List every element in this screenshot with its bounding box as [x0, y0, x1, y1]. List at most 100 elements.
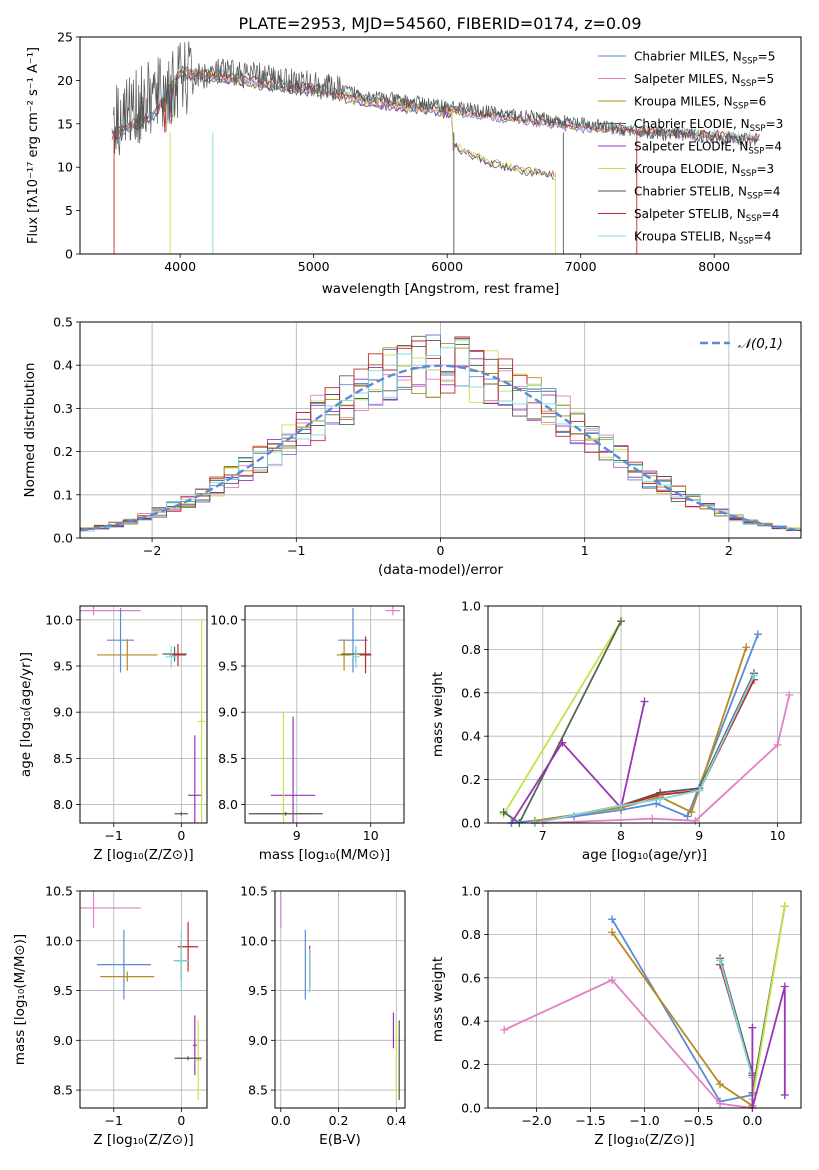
weight_vs_Z-panel: −2.0 −1.5 −1.0 −0.5 0.0 0.0 0.2 0.4 0.6 0.8 1.0 Z […	[430, 884, 802, 1148]
mass_vs_ebv-errorbars	[280, 891, 400, 1101]
y-tick-label: 0.2	[53, 444, 73, 459]
age_vs_mass-panel: 9 10 8.0 8.5 9.0 9.5 10.0 mass [log₁₀(M/M⊙)]	[210, 605, 405, 863]
y-tick-label: 0.2	[461, 1057, 481, 1072]
weight-marker	[695, 786, 704, 795]
weight-marker	[608, 928, 617, 937]
weight-line-salp_miles	[542, 694, 791, 824]
legend-label-chab_elodie: Chabrier ELODIE, NSSP=3	[634, 117, 783, 134]
legend-label-salp_elodie: Salpeter ELODIE, NSSP=4	[634, 140, 782, 157]
axes-frame	[244, 605, 405, 824]
x-tick-label: 10	[770, 828, 786, 843]
histogram-krou_stelib	[80, 339, 801, 533]
y-tick-label: 0.0	[461, 816, 481, 831]
y-tick-label: 1.0	[461, 884, 481, 899]
x-tick-label: 10	[363, 828, 379, 843]
mass_vs_Z-panel: −1 0 8.5 9.0 9.5 10.0 10.5 Z [log₁₀(Z/Z⊙)] mass …	[12, 884, 208, 1148]
weight-line-salp_miles	[503, 978, 753, 1109]
y-tick-label: 9.0	[53, 705, 73, 720]
mass_vs_ebv-panel: 0.0 0.2 0.4 8.5 9.0 9.5 10.0 10.5 E(B-V)	[240, 884, 406, 1149]
weight-marker	[558, 738, 567, 747]
y-tick-label: 10.5	[45, 884, 73, 899]
errorbar-chab_stelib	[248, 811, 323, 816]
y-tick-label: 0.8	[461, 642, 481, 657]
y-tick-label: 8.5	[248, 1083, 268, 1098]
errorbar-chab_miles	[338, 607, 368, 673]
weight-marker	[780, 982, 789, 991]
y-tick-label: 9.0	[218, 705, 238, 720]
weight-marker	[608, 915, 617, 924]
y-tick-label: 9.5	[53, 983, 73, 998]
spectrum-lines	[111, 41, 760, 254]
y-tick-label: 0.4	[53, 358, 73, 373]
x-axis-label: Z [log₁₀(Z/Z⊙)]	[93, 1132, 193, 1148]
weight-marker	[687, 808, 696, 817]
errorbar-salp_elodie	[270, 716, 316, 823]
x-axis-label: wavelength [Angstrom, rest frame]	[322, 281, 560, 297]
x-tick-label: 0	[177, 1113, 185, 1128]
axes-frame	[79, 890, 208, 1109]
errorbar-krou_stelib	[165, 645, 177, 668]
y-tick-label: 10	[57, 160, 73, 175]
x-tick-label: 2	[725, 543, 733, 558]
errorbar-chab_stelib	[174, 811, 189, 816]
weight-line-krou_elodie	[502, 620, 622, 815]
weight-marker	[780, 1090, 789, 1099]
weight-marker	[750, 671, 759, 680]
normal-reference-curve	[80, 364, 801, 532]
weight-marker	[656, 795, 665, 804]
x-tick-label: 0.0	[742, 1113, 762, 1128]
y-tick-label: 0.2	[461, 772, 481, 787]
y-tick-label: 8.0	[53, 797, 73, 812]
y-tick-label: 0.5	[53, 315, 73, 330]
weight-line-salp_elodie	[510, 701, 646, 824]
legend-label-salp_stelib: Salpeter STELIB, NSSP=4	[634, 207, 779, 224]
age_vs_mass-errorbars	[248, 606, 401, 823]
y-tick-label: 10.0	[45, 933, 73, 948]
errorbar-salp_stelib	[359, 636, 372, 674]
mass_vs_Z-errorbars	[80, 891, 202, 1101]
weight-line-salp_elodie	[751, 986, 786, 1109]
x-tick-label: −2	[143, 543, 161, 558]
x-tick-label: 0.2	[329, 1113, 349, 1128]
weight-marker	[652, 799, 661, 808]
x-tick-label: 5000	[298, 259, 330, 274]
y-tick-label: 0.8	[461, 927, 481, 942]
errorbar-krou_miles	[96, 639, 158, 671]
weight-marker	[716, 956, 725, 965]
weight-marker	[773, 740, 782, 749]
x-axis-label: Z [log₁₀(Z/Z⊙)]	[93, 847, 193, 863]
errorbar-chab_stelib	[174, 1056, 202, 1061]
residuals-panel: −2 −1 0 1 2 0.0 0.1 0.2 0.3 0.4 0.5 (data-model)/er…	[22, 315, 802, 578]
x-tick-label: 0	[437, 543, 445, 558]
errorbar-salp_elodie	[188, 735, 202, 823]
y-tick-label: 0	[65, 247, 73, 262]
legend-label-salp_miles: Salpeter MILES, NSSP=5	[634, 72, 774, 89]
x-tick-label: 6000	[431, 259, 463, 274]
y-tick-label: 8.5	[218, 751, 238, 766]
axes-frame	[487, 890, 802, 1109]
x-tick-label: −2.0	[521, 1113, 551, 1128]
axes-frame	[79, 36, 802, 255]
x-axis-label: mass [log₁₀(M/M⊙)]	[259, 847, 390, 863]
data-spectrum	[113, 41, 758, 156]
legend-label-krou_stelib: Kroupa STELIB, NSSP=4	[634, 230, 772, 247]
weight-line-krou_elodie	[751, 906, 786, 1100]
y-tick-label: 10.0	[210, 612, 238, 627]
errorbar-krou_stelib	[352, 645, 360, 668]
weight-marker	[780, 902, 789, 911]
errorbar-krou_stelib	[173, 930, 190, 991]
x-axis-label: Z [log₁₀(Z/Z⊙)]	[594, 1132, 694, 1148]
y-axis-label: mass [log₁₀(M/M⊙)]	[12, 934, 28, 1065]
axes-frame	[79, 321, 802, 539]
weight-line-krou_miles	[611, 931, 753, 1107]
y-tick-label: 9.5	[218, 659, 238, 674]
y-axis-label: mass weight	[430, 672, 446, 757]
x-tick-label: −1.5	[575, 1113, 605, 1128]
errorbar-krou_elodie	[194, 1020, 202, 1101]
errorbar-chab_miles	[107, 607, 135, 673]
model-spectrum-krou_elodie	[111, 69, 555, 177]
axes-frame	[274, 890, 406, 1109]
legend-label-krou_miles: Kroupa MILES, NSSP=6	[634, 95, 766, 112]
weight-marker	[617, 617, 626, 626]
y-tick-label: 10.0	[45, 612, 73, 627]
